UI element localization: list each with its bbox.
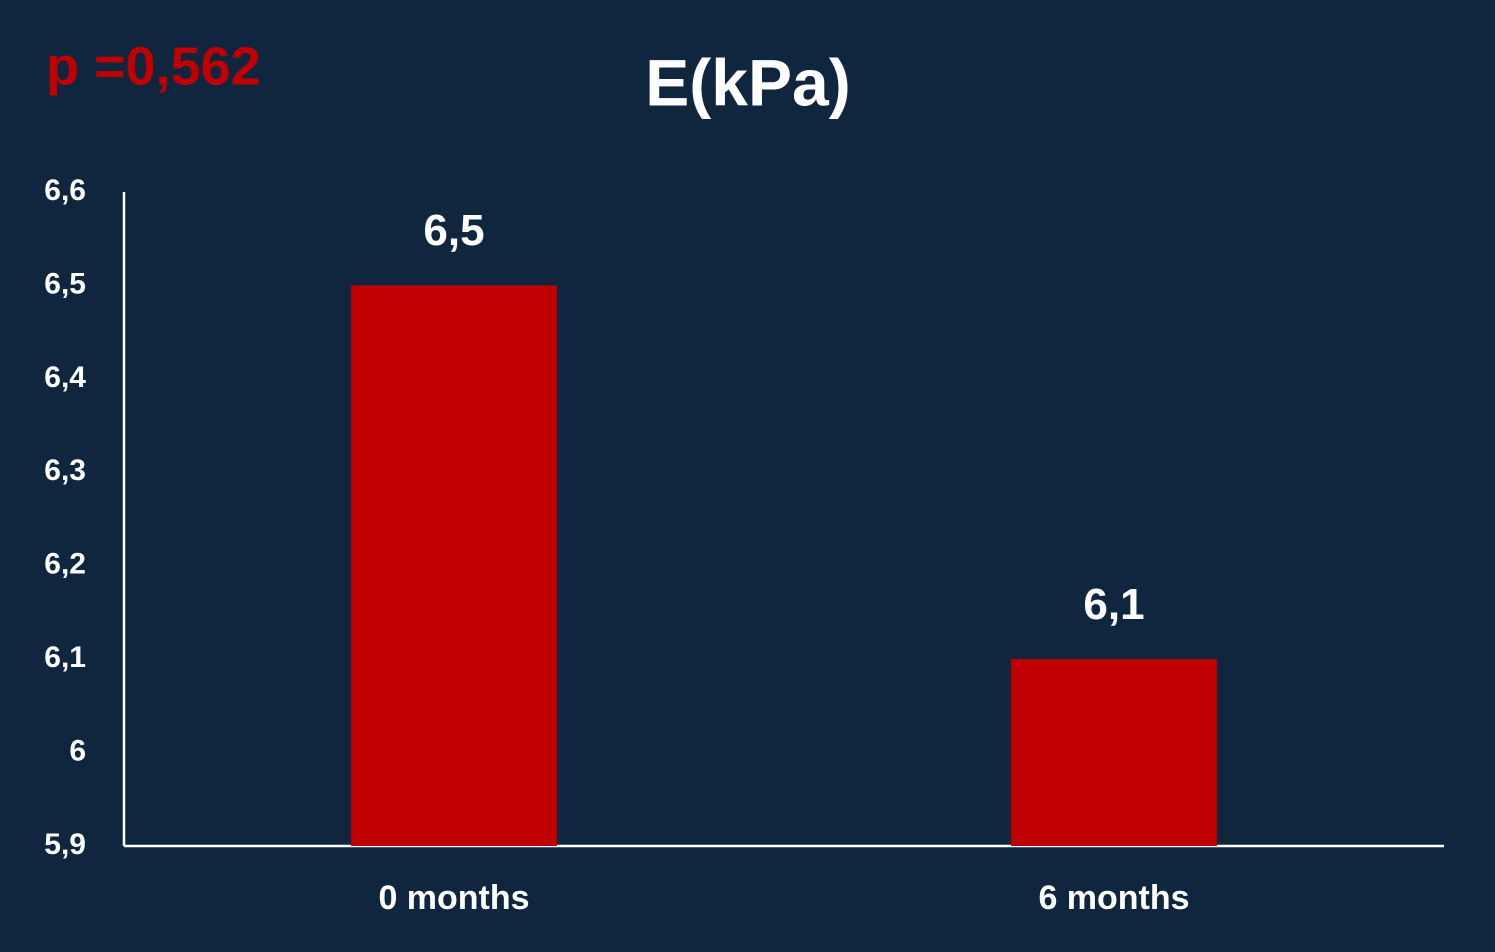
x-tick-label: 0 months <box>378 879 529 917</box>
chart-title: E(kPa) <box>645 45 850 119</box>
y-tick-label: 6 <box>69 734 86 767</box>
annotation: p =0,562 <box>46 36 261 96</box>
y-tick-label: 6,5 <box>44 267 86 300</box>
y-tick-label: 6,6 <box>44 174 86 207</box>
y-tick-label: 6,4 <box>44 361 86 394</box>
bar <box>351 285 557 846</box>
y-tick-label: 5,9 <box>44 828 86 861</box>
y-tick-label: 6,2 <box>44 548 86 581</box>
y-tick-label: 6,3 <box>44 454 86 487</box>
x-tick-label: 6 months <box>1038 879 1189 917</box>
value-label: 6,5 <box>423 206 484 255</box>
bar <box>1011 659 1217 846</box>
y-tick-label: 6,1 <box>44 641 86 674</box>
value-label: 6,1 <box>1083 580 1144 629</box>
